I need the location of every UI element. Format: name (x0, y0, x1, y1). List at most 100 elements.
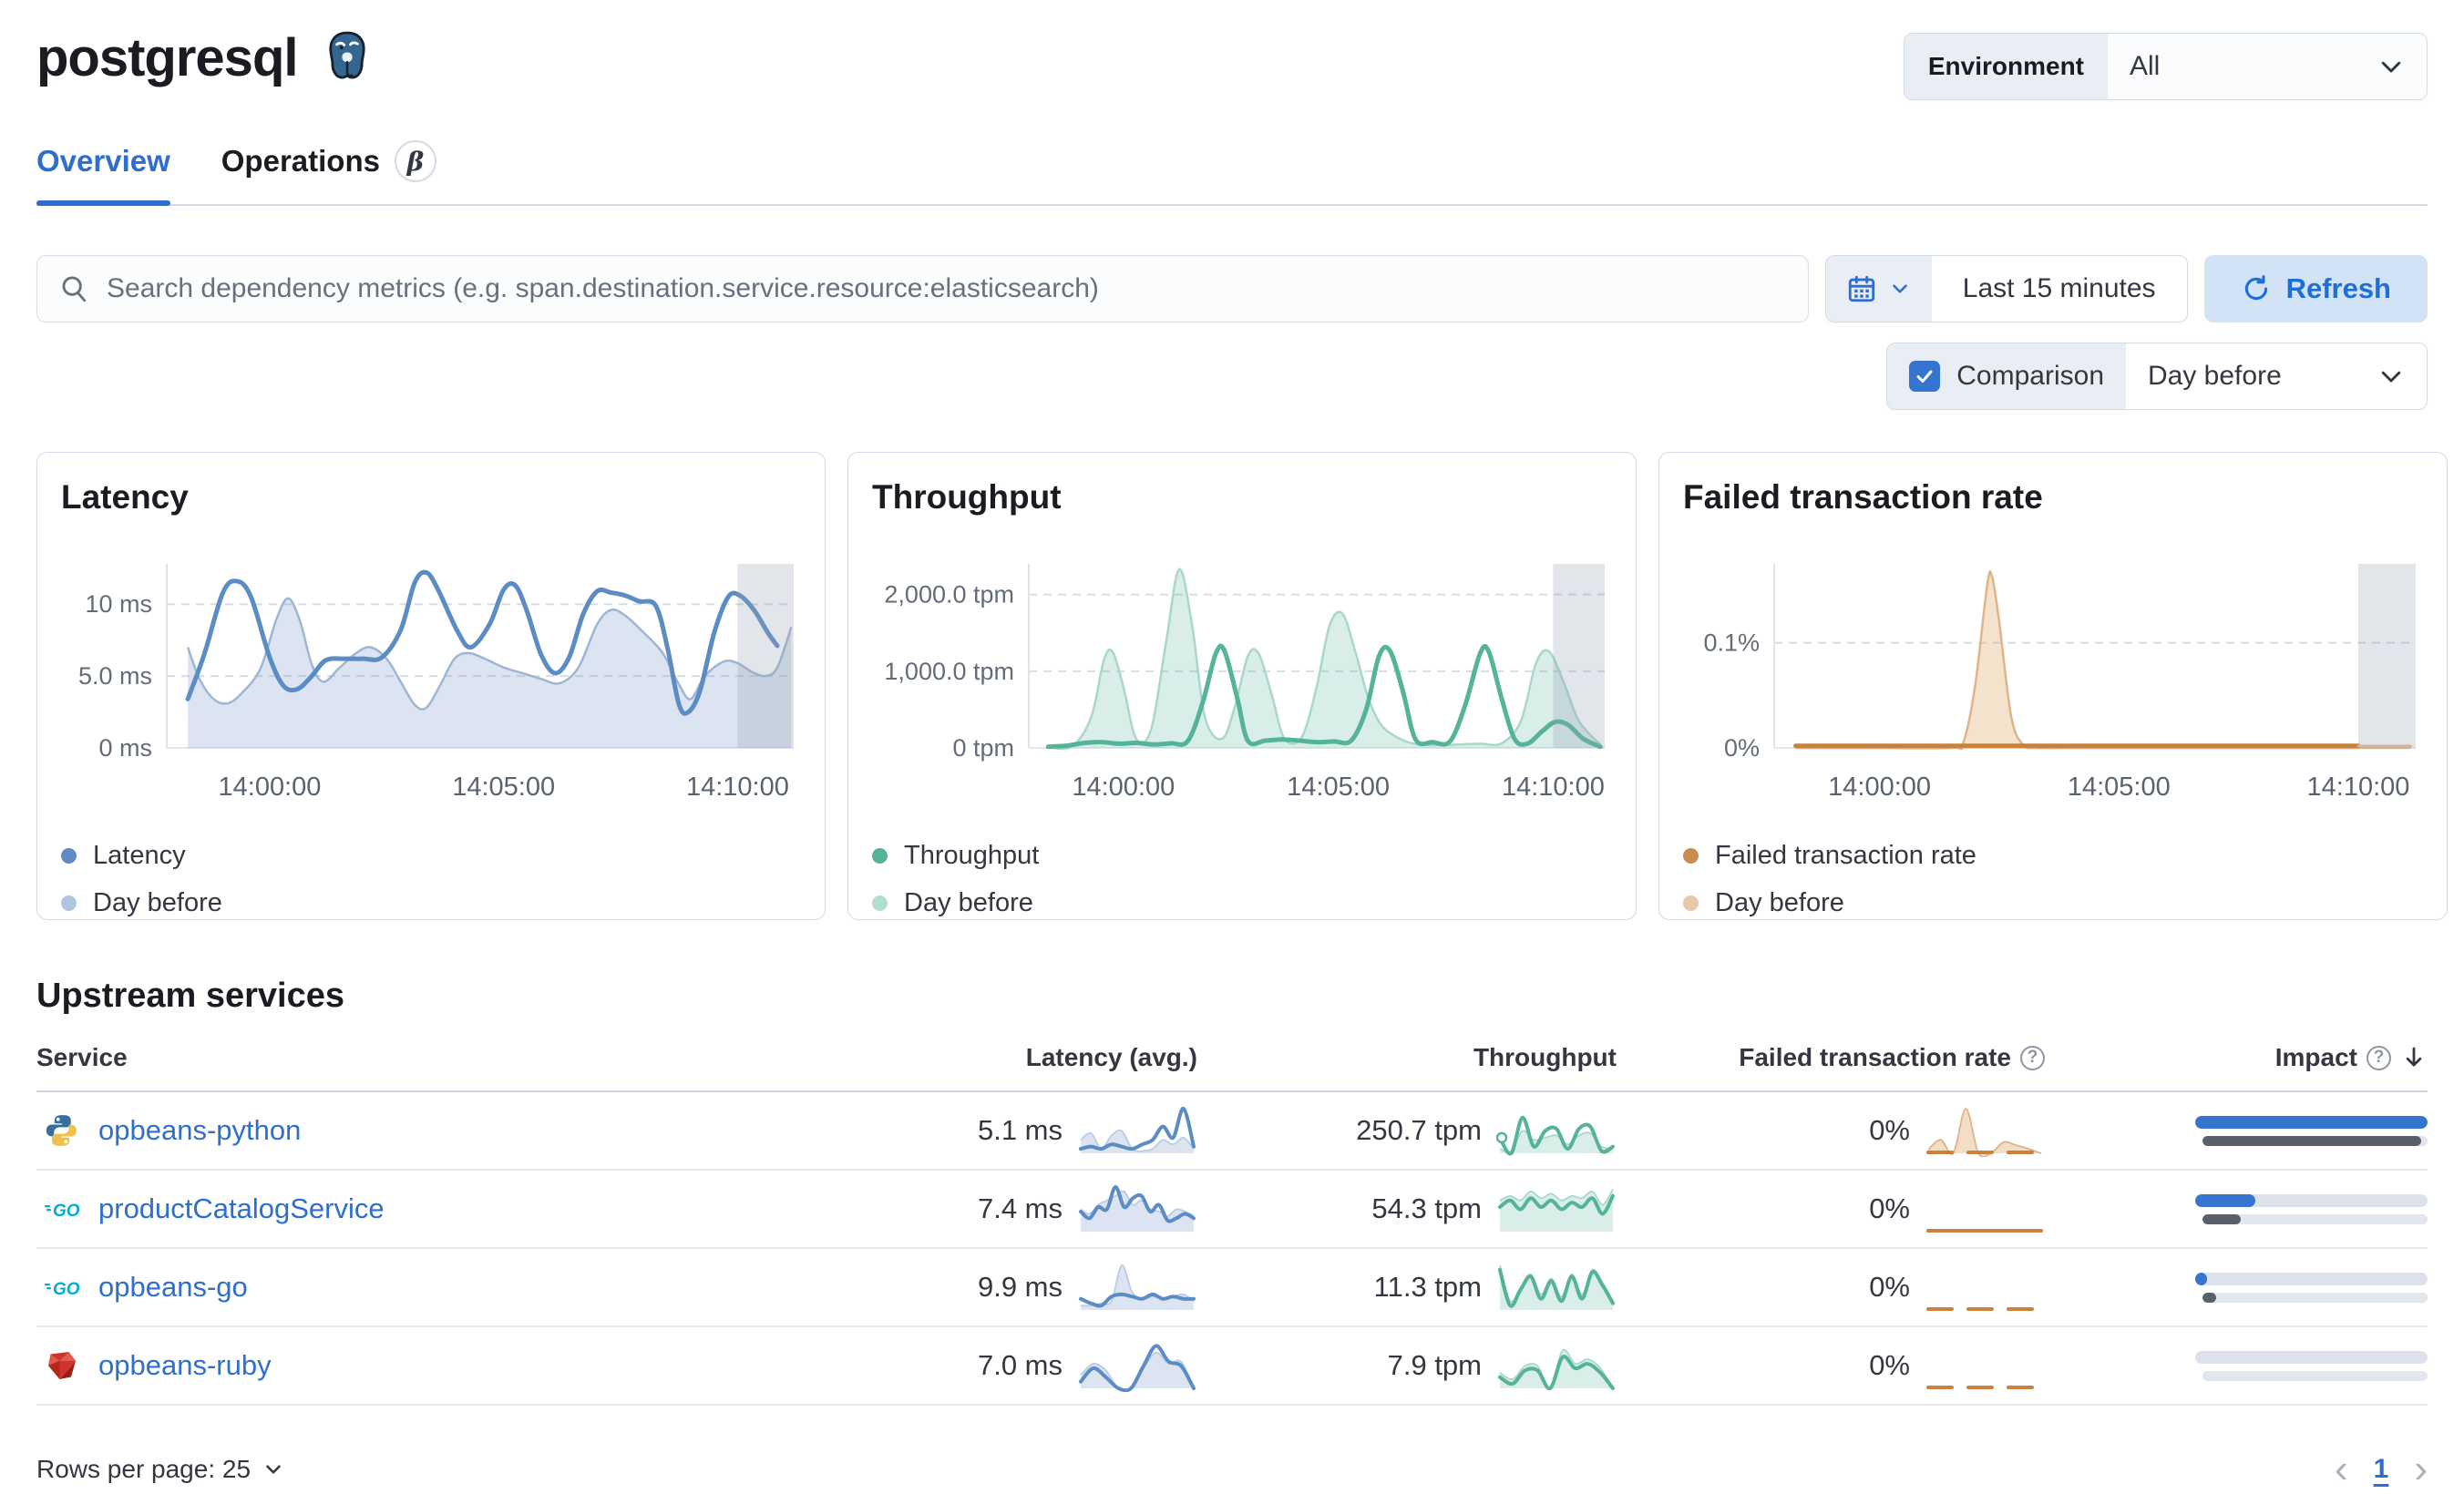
impact-bar-day-before (2202, 1370, 2428, 1381)
legend-item[interactable]: Throughput (872, 832, 1612, 879)
chevron-down-icon (1892, 284, 1907, 293)
svg-text:1,000.0 tpm: 1,000.0 tpm (884, 658, 1014, 685)
timeseries-chart: 0 ms 5.0 ms 10 ms 14:00:00 14:05:00 14:10:00 (78, 564, 794, 802)
calendar-icon (1848, 275, 1874, 302)
svg-text:14:05:00: 14:05:00 (452, 773, 555, 802)
legend-label: Day before (1715, 887, 1844, 917)
legend-item[interactable]: Day before (61, 879, 801, 926)
previous-page-button[interactable]: ‹ (2335, 1447, 2348, 1491)
upstream-services-table: Service Latency (avg.) Throughput Failed… (36, 1043, 2428, 1406)
table-header: Service Latency (avg.) Throughput Failed… (36, 1043, 2428, 1092)
comparison-checkbox[interactable] (1909, 361, 1941, 392)
tab-bar: Overview Operations β (36, 140, 2428, 206)
environment-select[interactable]: Environment All (1903, 33, 2428, 100)
info-icon[interactable]: ? (2020, 1045, 2045, 1070)
latency-cell: 5.1 ms (815, 1104, 1197, 1157)
column-header-failed-rate[interactable]: Failed transaction rate? (1617, 1043, 2045, 1072)
service-link[interactable]: productCatalogService (98, 1192, 385, 1224)
throughput-card: Throughput 0 tpm 1,000.0 tpm 2,000.0 tpm 14… (847, 452, 1637, 920)
chart-legend: Failed transaction rate Day before (1683, 832, 2423, 926)
legend-label: Day before (904, 887, 1033, 917)
legend-dot-icon (61, 895, 77, 911)
service-link[interactable]: opbeans-ruby (98, 1349, 272, 1381)
sparkline-chart (1498, 1188, 1615, 1232)
chevron-down-icon (2381, 61, 2401, 73)
impact-bar-day-before (2202, 1213, 2428, 1224)
sparkline-chart (1079, 1184, 1196, 1232)
page-title: postgresql (36, 28, 298, 87)
sparkline-chart (1926, 1386, 2043, 1390)
go-agent-icon: GO (44, 1269, 80, 1305)
legend-item[interactable]: Day before (1683, 879, 2423, 926)
impact-bar (2195, 1115, 2428, 1129)
search-input[interactable] (107, 273, 1786, 304)
latency-value: 7.0 ms (977, 1349, 1063, 1381)
next-page-button[interactable]: › (2414, 1447, 2428, 1491)
tab-operations[interactable]: Operations β (221, 140, 436, 204)
latency-value: 5.1 ms (977, 1114, 1063, 1146)
table-footer: Rows per page: 25 ‹ 1 › (36, 1449, 2428, 1489)
column-header-latency[interactable]: Latency (avg.) (1025, 1043, 1197, 1071)
legend-item[interactable]: Latency (61, 832, 801, 879)
legend-dot-icon (1683, 847, 1699, 864)
rows-per-page-button[interactable]: Rows per page: 25 (36, 1455, 285, 1484)
service-link[interactable]: opbeans-python (98, 1114, 302, 1146)
latency-value: 9.9 ms (977, 1271, 1063, 1303)
tab-overview[interactable]: Overview (36, 140, 170, 206)
impact-bar (2195, 1193, 2428, 1207)
chart-legend: Throughput Day before (872, 832, 1612, 926)
impact-bar-day-before (2202, 1135, 2428, 1146)
environment-label: Environment (1904, 34, 2108, 99)
throughput-cell: 11.3 tpm (1197, 1261, 1617, 1314)
page-1-button[interactable]: 1 (2373, 1454, 2389, 1484)
comparison-toolbar: Comparison Day before (36, 343, 2428, 410)
chart-legend: Latency Day before (61, 832, 801, 926)
svg-text:14:00:00: 14:00:00 (1072, 773, 1175, 802)
svg-text:14:05:00: 14:05:00 (1287, 773, 1390, 802)
sort-desc-icon (2406, 1047, 2422, 1067)
sparkline-chart (1926, 1108, 2043, 1157)
service-link[interactable]: opbeans-go (98, 1271, 248, 1303)
svg-text:14:10:00: 14:10:00 (686, 773, 789, 802)
column-header-throughput[interactable]: Throughput (1473, 1043, 1617, 1071)
legend-item[interactable]: Failed transaction rate (1683, 832, 2423, 879)
date-picker-button[interactable] (1825, 256, 1932, 322)
time-range-button[interactable]: Last 15 minutes (1931, 256, 2187, 322)
refresh-button[interactable]: Refresh (2203, 255, 2428, 322)
sparkline-chart (1498, 1264, 1615, 1310)
impact-bar (2195, 1350, 2428, 1364)
svg-text:14:10:00: 14:10:00 (1502, 773, 1605, 802)
failed-value: 0% (1869, 1114, 1910, 1146)
failed-cell: 0% (1617, 1261, 2045, 1314)
upstream-services-heading: Upstream services (36, 977, 344, 1015)
legend-dot-icon (1683, 895, 1699, 911)
latency-cell: 7.0 ms (815, 1339, 1197, 1392)
failed-value: 0% (1869, 1271, 1910, 1303)
impact-cell (2045, 1350, 2428, 1381)
throughput-value: 54.3 tpm (1371, 1192, 1482, 1224)
sparkline-chart (1926, 1229, 2043, 1233)
failed-cell: 0% (1617, 1182, 2045, 1235)
legend-item[interactable]: Day before (872, 879, 1612, 926)
comparison-label: Comparison (1956, 361, 2104, 391)
card-title: Latency (61, 478, 189, 516)
svg-text:10 ms: 10 ms (85, 590, 152, 618)
table-body: opbeans-python 5.1 ms 250.7 tpm 0% GO product… (36, 1092, 2428, 1406)
svg-text:14:00:00: 14:00:00 (1828, 773, 1931, 802)
svg-text:2,000.0 tpm: 2,000.0 tpm (884, 581, 1014, 609)
sparkline-chart (1079, 1106, 1196, 1153)
svg-text:14:10:00: 14:10:00 (2307, 773, 2410, 802)
search-icon (62, 276, 87, 302)
sparkline-chart (1926, 1307, 2043, 1312)
sparkline-chart (1079, 1264, 1196, 1310)
sparkline-chart (1498, 1348, 1615, 1391)
comparison-select[interactable]: Day before (2126, 343, 2427, 409)
svg-text:GO: GO (53, 1280, 80, 1299)
header: postgresql Environment All (36, 0, 2428, 100)
column-header-impact[interactable]: Impact? (2045, 1043, 2428, 1072)
svg-text:GO: GO (53, 1202, 80, 1221)
info-icon[interactable]: ? (2366, 1045, 2391, 1070)
python-agent-icon (44, 1112, 80, 1149)
failed-rate-card: Failed transaction rate 0% 0.1% 14:00:00 14… (1658, 452, 2448, 920)
impact-bar-day-before (2202, 1292, 2428, 1303)
